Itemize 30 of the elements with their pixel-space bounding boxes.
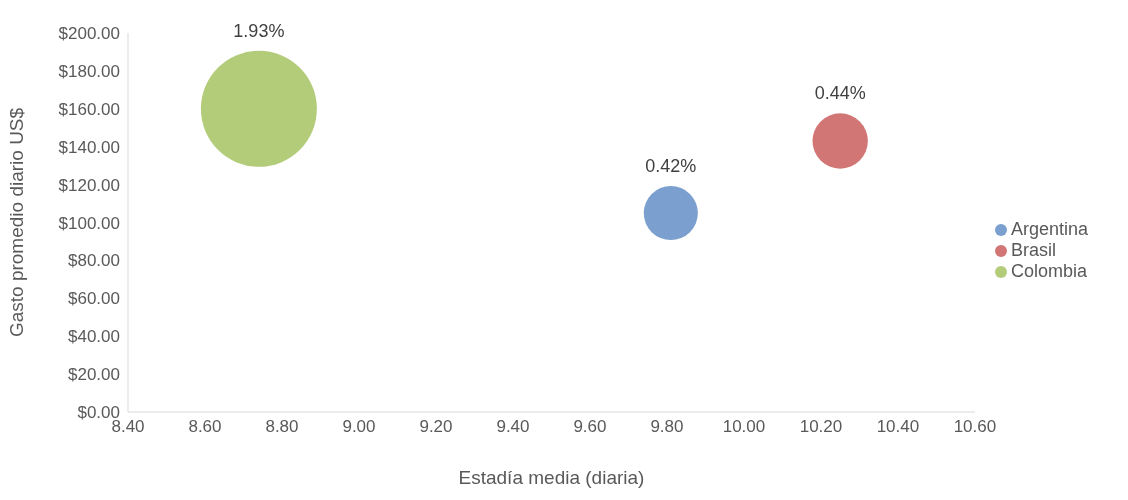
x-tick-label: 8.40 <box>111 417 145 437</box>
x-tick-label: 8.80 <box>265 417 299 437</box>
y-tick-label: $120.00 <box>58 175 120 195</box>
x-tick-label: 10.00 <box>722 417 766 437</box>
x-tick-label: 8.60 <box>188 417 222 437</box>
y-tick-label: $60.00 <box>68 289 120 309</box>
x-tick-label: 9.20 <box>419 417 453 437</box>
y-tick-label: $140.00 <box>58 137 120 157</box>
x-axis-title: Estadía media (diaria) <box>458 467 645 488</box>
legend-label: Argentina <box>1010 218 1088 239</box>
data-label: 0.42% <box>645 155 697 176</box>
data-label: 0.44% <box>814 83 866 104</box>
y-tick-label: $180.00 <box>58 61 120 81</box>
y-tick-label: $160.00 <box>58 99 120 119</box>
y-tick-label: $100.00 <box>58 213 120 233</box>
legend-label: Colombia <box>1010 260 1087 281</box>
x-tick-label: 10.20 <box>799 417 843 437</box>
data-label: 1.93% <box>233 20 285 41</box>
x-tick-label: 9.40 <box>496 417 530 437</box>
x-tick-label: 9.80 <box>650 417 684 437</box>
x-tick-label: 10.60 <box>953 417 997 437</box>
y-tick-label: $40.00 <box>68 327 120 347</box>
x-tick-label: 10.40 <box>876 417 920 437</box>
y-tick-label: $80.00 <box>68 251 120 271</box>
legend-label: Brasil <box>1010 239 1056 260</box>
y-tick-label: $200.00 <box>58 24 120 44</box>
x-tick-label: 9.00 <box>342 417 376 437</box>
x-tick-label: 9.60 <box>573 417 607 437</box>
y-axis-title: Gasto promedio diario US$ <box>5 107 27 338</box>
y-tick-label: $20.00 <box>68 365 120 385</box>
